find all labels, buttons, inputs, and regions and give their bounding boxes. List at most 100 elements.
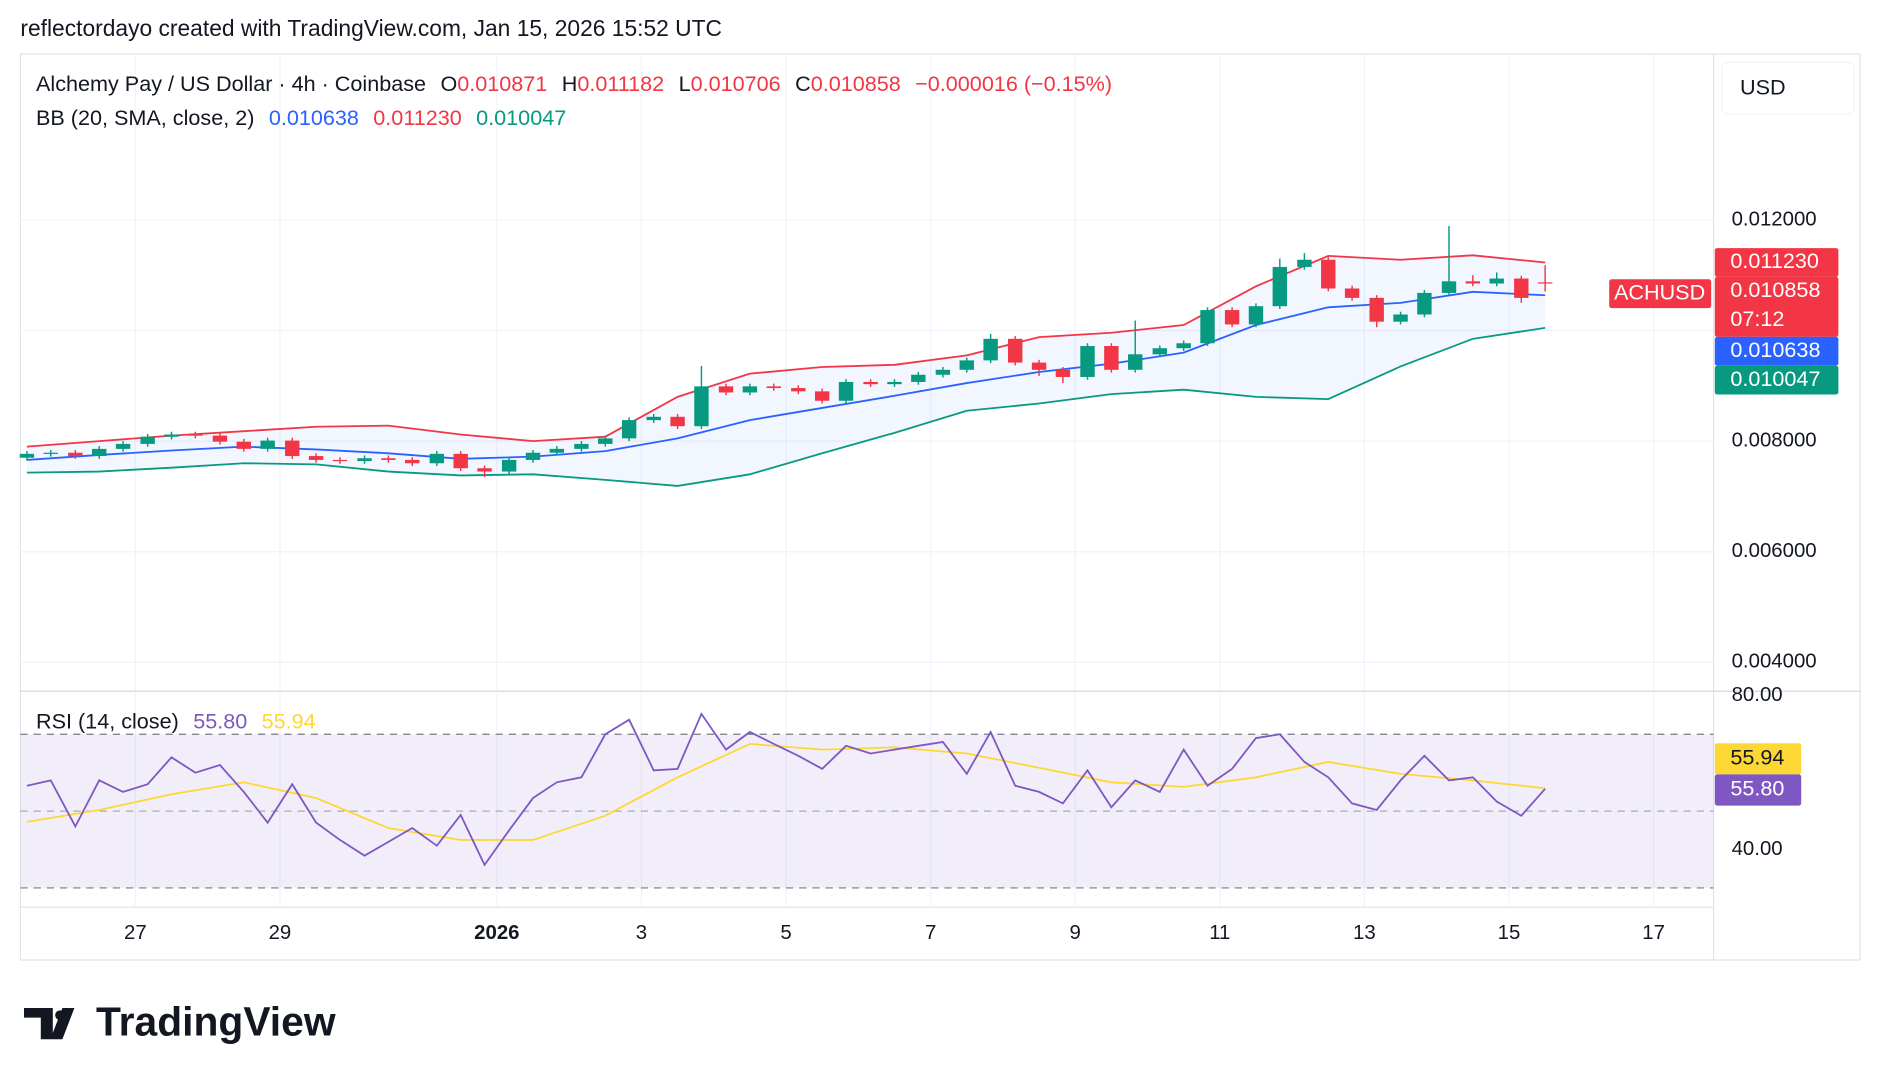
candle-body xyxy=(188,434,203,436)
candle-body xyxy=(574,443,589,449)
x-tick-label: 17 xyxy=(1642,922,1665,944)
candle-body xyxy=(357,458,372,462)
currency-box[interactable] xyxy=(1721,61,1855,115)
logo: TradingView xyxy=(24,999,336,1045)
legend: Alchemy Pay / US Dollar · 4h · Coinbase O… xyxy=(36,71,1112,96)
candle-body xyxy=(766,386,781,389)
candle-body xyxy=(1465,281,1481,284)
candle-body xyxy=(43,452,58,454)
legend-item: Alchemy Pay / US Dollar · 4h · Coinbase xyxy=(36,71,426,96)
candle-body xyxy=(1152,348,1168,355)
candle-body xyxy=(1417,292,1432,315)
symbol-badge xyxy=(1609,279,1712,309)
candle-body xyxy=(598,438,613,444)
x-tick-label: 9 xyxy=(1070,922,1081,944)
legend-item: 0.011230 xyxy=(373,105,461,130)
candle-body xyxy=(1128,354,1143,370)
chart-frame xyxy=(19,53,1861,961)
candle-body xyxy=(285,440,300,457)
close-badge-label: 0.010858 xyxy=(1730,277,1820,302)
legend-item: C xyxy=(795,71,811,96)
lower-badge-label: 0.010047 xyxy=(1730,366,1820,391)
rsi-line xyxy=(26,712,1546,867)
legend-item: 0.010706 xyxy=(691,71,781,96)
candle-body xyxy=(429,453,445,464)
candle-body xyxy=(1176,343,1191,349)
rsi-tick-label: 40.00 xyxy=(1732,838,1783,860)
candle-body xyxy=(260,440,275,449)
candle-body xyxy=(140,436,155,444)
candle-body xyxy=(68,452,83,457)
candle-body xyxy=(1055,369,1071,377)
candle-body xyxy=(1393,314,1408,322)
candle-body xyxy=(1489,278,1504,284)
rsi-badge-label: 55.80 xyxy=(1730,776,1784,801)
candle-body xyxy=(1514,278,1529,298)
x-tick-label: 27 xyxy=(124,922,147,944)
legend-item: 0.011182 xyxy=(577,71,664,96)
candle-body xyxy=(621,420,637,439)
candle-body xyxy=(549,448,565,453)
logo-dot xyxy=(55,1010,65,1020)
candle-body xyxy=(863,381,878,385)
basis-badge-label: 0.010638 xyxy=(1730,337,1820,362)
candle-body xyxy=(1008,338,1023,363)
bb-basis-line xyxy=(26,290,1546,461)
candle-body xyxy=(694,386,709,427)
candle-body xyxy=(405,459,420,464)
legend-item: H xyxy=(562,71,578,96)
candle-body xyxy=(814,391,830,401)
logo-mark xyxy=(24,1008,75,1040)
upper-badge-label: 0.011230 xyxy=(1730,248,1818,273)
x-tick-label: 29 xyxy=(269,922,292,944)
candle-body xyxy=(212,435,228,442)
candle-body xyxy=(887,381,902,385)
candle-body xyxy=(92,448,107,457)
candle-body xyxy=(742,386,758,393)
candle-body xyxy=(164,434,179,437)
candle-body xyxy=(1297,259,1312,267)
candle-body xyxy=(1321,259,1336,289)
candle-body xyxy=(646,416,661,421)
candle-body xyxy=(1441,281,1457,293)
candle-body xyxy=(308,456,324,460)
legend-item: −0.000016 (−0.15%) xyxy=(915,71,1112,96)
rsi-badge xyxy=(1714,774,1802,806)
x-tick-label: 3 xyxy=(636,922,647,944)
candle-body xyxy=(1200,310,1215,344)
y-tick-label: 0.008000 xyxy=(1732,430,1817,452)
candle-body xyxy=(501,459,517,472)
candle-body xyxy=(718,386,734,393)
rsi-ma-badge-label: 55.94 xyxy=(1730,745,1784,770)
lower-badge xyxy=(1714,365,1839,395)
y-tick-label: 0.006000 xyxy=(1732,540,1817,562)
legend-item: BB (20, SMA, close, 2) xyxy=(36,105,254,130)
rsi-legend: RSI (14, close) 55.80 55.94 xyxy=(36,708,316,733)
candle-body xyxy=(332,459,348,462)
candle-body xyxy=(959,360,974,370)
candle-body xyxy=(670,416,685,427)
symbol-label: ACHUSD xyxy=(1614,279,1705,304)
candle-body xyxy=(838,381,854,401)
legend-item: RSI (14, close) xyxy=(36,708,179,733)
candle-body xyxy=(1224,310,1240,325)
legend-item: 0.010858 xyxy=(811,71,901,96)
x-tick-label: 2026 xyxy=(474,922,519,944)
upper-badge xyxy=(1714,248,1839,277)
candle-body xyxy=(19,453,35,458)
x-tick-label: 15 xyxy=(1498,922,1521,944)
candle-body xyxy=(1248,306,1264,325)
candle-body xyxy=(983,338,998,361)
candle-body xyxy=(1369,297,1384,322)
x-tick-label: 5 xyxy=(780,922,791,944)
y-tick-label: 0.004000 xyxy=(1732,651,1817,673)
candle-body xyxy=(1031,362,1047,370)
currency[interactable]: USD xyxy=(1740,75,1786,100)
candle-body xyxy=(115,443,131,449)
legend-item: 0.010638 xyxy=(269,105,359,130)
candle-body xyxy=(381,458,396,460)
x-tick-label: 11 xyxy=(1209,922,1230,944)
candle-body xyxy=(525,452,541,460)
legend: BB (20, SMA, close, 2) 0.010638 0.011230 0.… xyxy=(36,105,566,130)
